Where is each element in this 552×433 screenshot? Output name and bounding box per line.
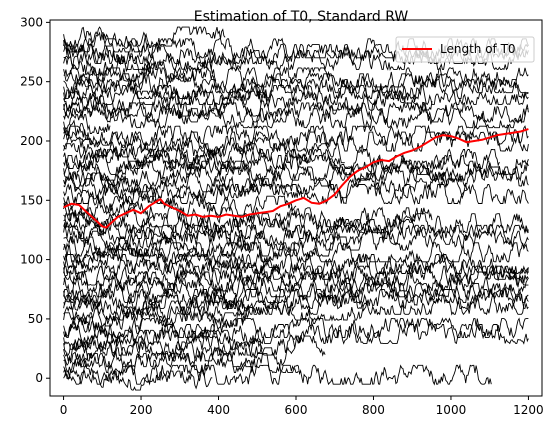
background-walk [63, 346, 296, 369]
y-tick-label: 150 [20, 193, 43, 207]
background-walk [63, 66, 529, 89]
background-walk [63, 25, 226, 48]
background-walk [63, 358, 88, 379]
x-axis: 0 200 400 600 800 1000 1200 [60, 396, 544, 417]
background-walk [63, 101, 529, 124]
legend-label: Length of T0 [440, 42, 516, 56]
background-walk [63, 107, 529, 130]
background-walk [63, 200, 155, 223]
background-walk [63, 328, 263, 351]
background-walk [63, 323, 529, 346]
background-walk [63, 276, 529, 299]
x-tick-label: 0 [60, 403, 68, 417]
background-walk [63, 235, 363, 258]
x-tick-label: 1200 [513, 403, 544, 417]
background-walk [63, 340, 262, 362]
background-walk [63, 84, 529, 106]
background-walk [63, 369, 213, 391]
background-walk [63, 311, 245, 334]
x-tick-label: 600 [285, 403, 308, 417]
background-walk [63, 270, 529, 293]
y-tick-label: 50 [28, 312, 43, 326]
background-walk [63, 119, 91, 140]
y-tick-label: 250 [20, 75, 43, 89]
background-walk [63, 165, 529, 188]
background-walk [63, 136, 268, 159]
background-walk [63, 351, 299, 375]
background-walk [63, 142, 345, 165]
background-walk [63, 147, 500, 170]
y-tick-label: 300 [20, 15, 43, 29]
background-walk [63, 177, 468, 200]
background-walk [63, 206, 433, 229]
series-layer [63, 128, 529, 229]
background-walk [63, 72, 529, 95]
background-walk [63, 113, 111, 134]
chart-title: Estimation of T0, Standard RW [194, 9, 409, 25]
x-tick-label: 200 [130, 403, 153, 417]
background-walk [63, 54, 155, 77]
y-tick-label: 200 [20, 134, 43, 148]
background-walk [63, 316, 529, 340]
legend: Length of T0 [395, 36, 535, 63]
background-walk [63, 293, 529, 316]
series-line-length-of-t0 [63, 128, 529, 229]
background-walk [63, 229, 529, 252]
x-tick-label: 400 [207, 403, 230, 417]
background-walk [63, 124, 529, 147]
background-walk [63, 363, 492, 386]
background-walk [63, 264, 529, 287]
background-walk [63, 31, 154, 54]
x-tick-label: 1000 [436, 403, 467, 417]
background-walk [63, 223, 529, 246]
x-tick-label: 800 [362, 403, 385, 417]
legend-box [395, 36, 535, 63]
y-tick-label: 100 [20, 253, 43, 267]
background-walk [63, 248, 280, 270]
y-tick-label: 0 [35, 371, 43, 385]
background-walk [63, 241, 529, 264]
background-walk [63, 211, 529, 235]
background-walks [63, 25, 529, 391]
background-walk [63, 299, 369, 322]
background-walk [63, 60, 217, 83]
y-axis: 0 50 100 150 200 250 300 [20, 15, 50, 385]
